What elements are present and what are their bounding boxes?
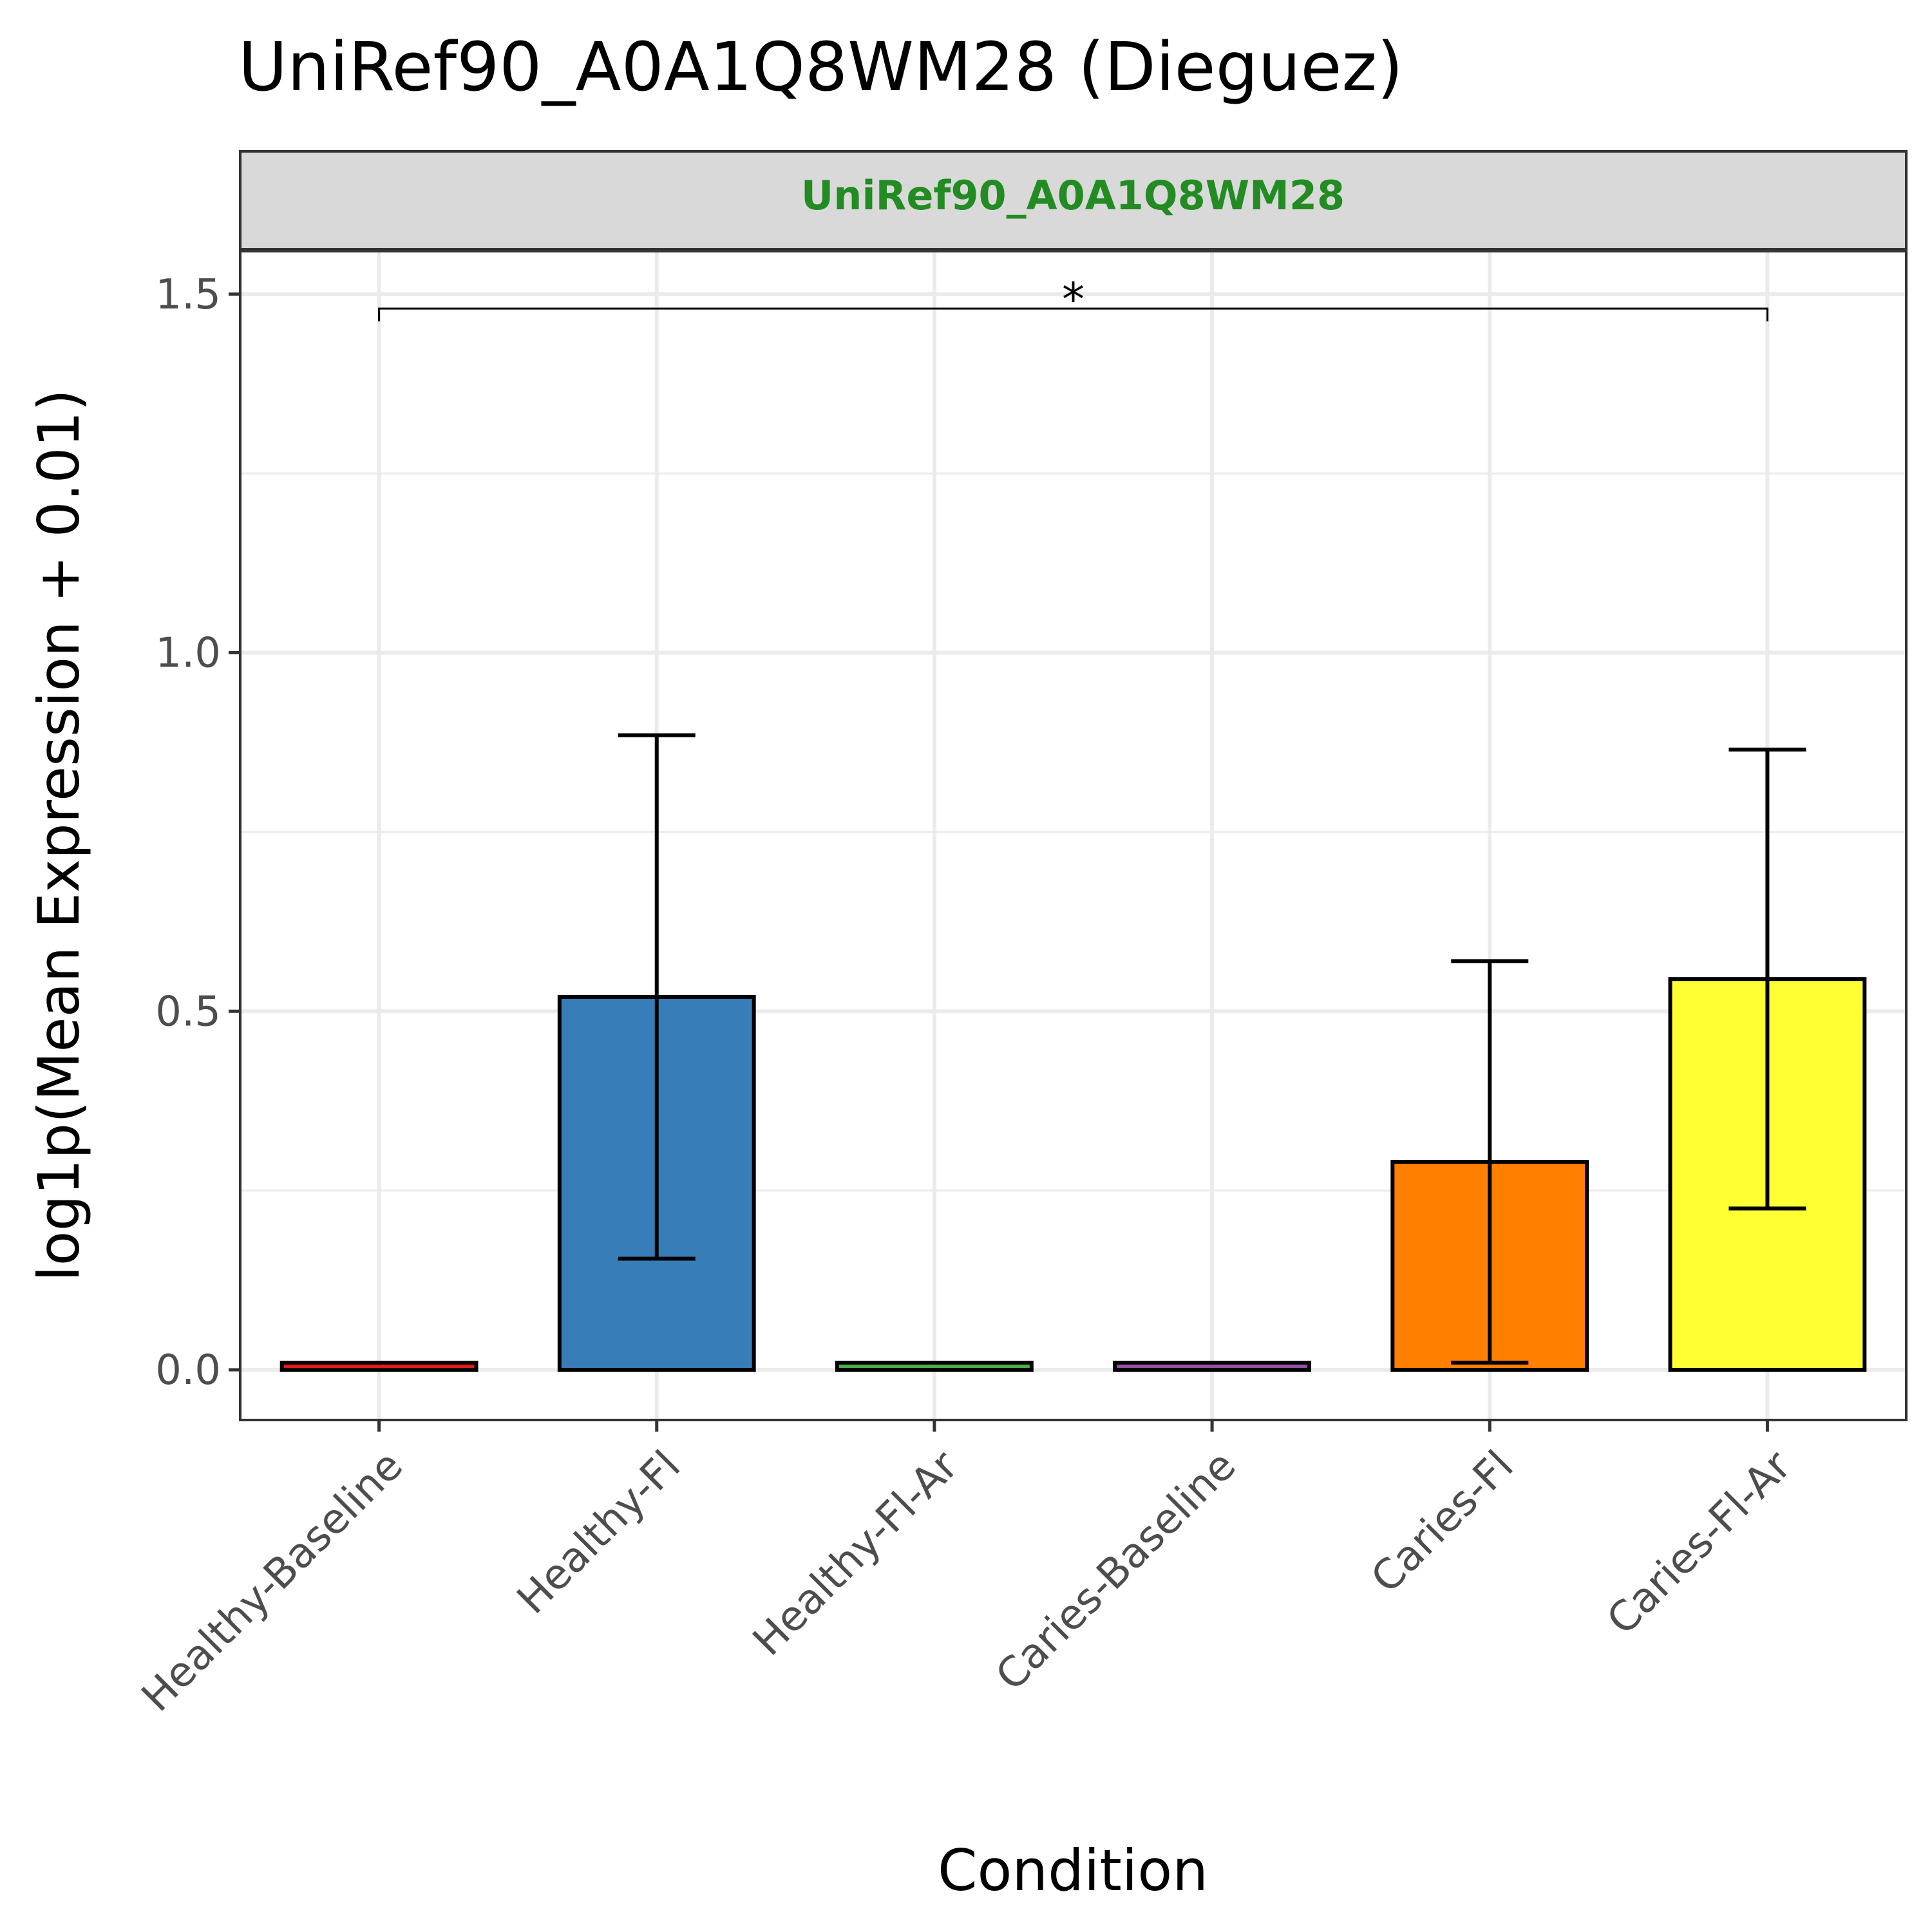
plot-panel <box>240 251 1906 1420</box>
y-axis: 0.0 0.5 1.0 1.5 <box>155 271 240 1394</box>
x-tick-label: Healthy-Baseline <box>133 1442 412 1721</box>
y-tick-label: 0.0 <box>155 1347 221 1394</box>
y-tick-label: 1.0 <box>155 630 221 677</box>
x-tick-label: Caries-Fl-Ar <box>1598 1442 1801 1645</box>
bar-healthy-fl-ar <box>835 1360 1034 1372</box>
x-axis-title: Condition <box>938 1837 1208 1904</box>
significance-bracket: * <box>378 273 1768 326</box>
bar-healthy-baseline <box>279 1360 478 1372</box>
x-tick-label: Caries-Fl <box>1362 1442 1522 1602</box>
chart-title: UniRef90_A0A1Q8WM28 (Dieguez) <box>238 28 1403 106</box>
y-tick-label: 1.5 <box>155 271 221 319</box>
x-tick-label: Caries-Baseline <box>987 1442 1245 1700</box>
y-axis-title: log1p(Mean Expression + 0.01) <box>26 389 92 1282</box>
bar-caries-baseline <box>1113 1360 1311 1372</box>
facet-strip <box>239 150 1908 251</box>
plot-panel-border <box>239 250 1908 1421</box>
x-tick-label: Healthy-Fl-Ar <box>744 1442 967 1665</box>
x-axis: Healthy-Baseline Healthy-Fl Healthy-Fl-Ar C… <box>133 1420 1801 1721</box>
error-bars <box>618 733 1806 1365</box>
x-tick-label: Healthy-Fl <box>508 1442 690 1624</box>
facet-strip-label: UniRef90_A0A1Q8WM28 <box>801 172 1345 219</box>
y-tick-label: 0.5 <box>155 988 221 1036</box>
significance-label: * <box>1062 273 1084 326</box>
significance-line <box>378 307 1768 322</box>
